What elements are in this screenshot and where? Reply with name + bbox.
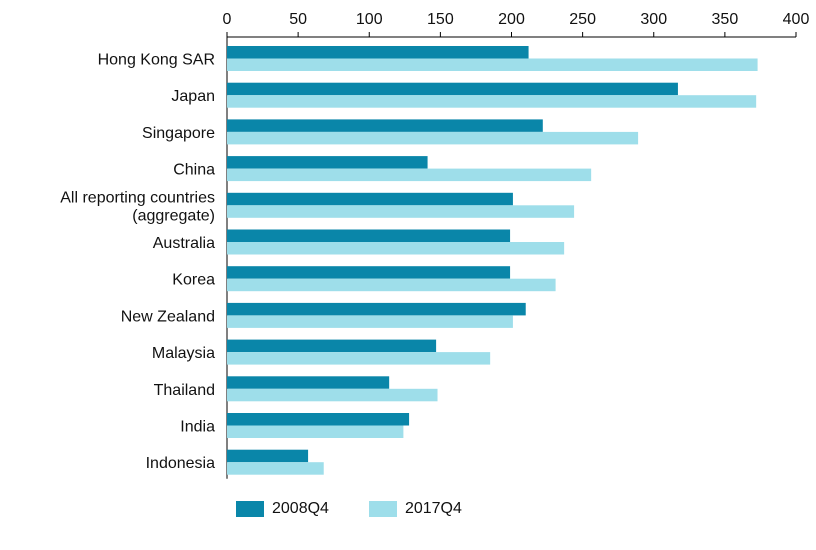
category-label: Indonesia [146,455,215,472]
legend-swatch-2008q4 [236,501,264,517]
bar-2008q4 [227,413,410,426]
category-label: Korea [172,272,215,289]
legend-item-2008q4: 2008Q4 [236,500,329,518]
bar-2008q4 [227,339,437,353]
category-label: Malaysia [152,345,215,362]
category-label: Singapore [142,125,215,142]
x-axis: 0 50 100 150 200 250 300 350 400 [223,11,810,479]
category-label: Hong Kong SAR [98,52,215,69]
bar-2017q4 [227,315,513,328]
category-label: New Zealand [121,308,215,325]
x-tick-label: 50 [289,11,307,28]
legend-label-2008q4: 2008Q4 [272,500,329,517]
bar-2017q4 [227,462,324,475]
bar-2008q4 [227,46,529,59]
bar-2017q4 [227,242,565,255]
x-tick-label: 250 [569,11,596,28]
x-tick-label: 300 [640,11,667,28]
x-tick-label: 100 [356,11,383,28]
x-tick-label: 150 [427,11,454,28]
legend-item-2017q4: 2017Q4 [368,500,462,518]
bar-2017q4 [227,425,404,438]
bar-2017q4 [227,95,757,108]
bars [227,46,758,475]
bar-2017q4 [227,205,575,218]
legend: 2008Q4 2017Q4 [236,500,462,518]
bar-2017q4 [227,352,491,365]
bar-2008q4 [227,119,543,132]
category-label: India [180,419,215,436]
category-label: Australia [153,235,215,252]
bar-2008q4 [227,229,511,242]
x-tick-label: 400 [783,11,810,28]
bar-2008q4 [227,302,526,316]
category-label: Thailand [154,382,215,399]
bar-2008q4 [227,192,513,206]
bar-2008q4 [227,376,390,389]
bar-2017q4 [227,131,639,145]
bar-2017q4 [227,58,758,71]
bar-2017q4 [227,278,556,292]
bar-2008q4 [227,156,428,169]
bar-2008q4 [227,82,678,96]
x-tick-label: 0 [223,11,232,28]
category-label: Japan [171,88,215,105]
category-label: China [173,162,215,179]
category-labels: Hong Kong SAR Japan Singapore China All repo… [60,52,215,473]
bar-2008q4 [227,449,309,463]
x-tick-label: 200 [498,11,525,28]
bar-2017q4 [227,168,592,182]
bar-2017q4 [227,388,438,402]
category-label: All reporting countries (aggregate) [60,189,215,224]
bar-2008q4 [227,266,511,279]
legend-label-2017q4: 2017Q4 [404,500,462,517]
legend-swatch-2017q4 [368,501,397,517]
x-tick-label: 350 [712,11,739,28]
